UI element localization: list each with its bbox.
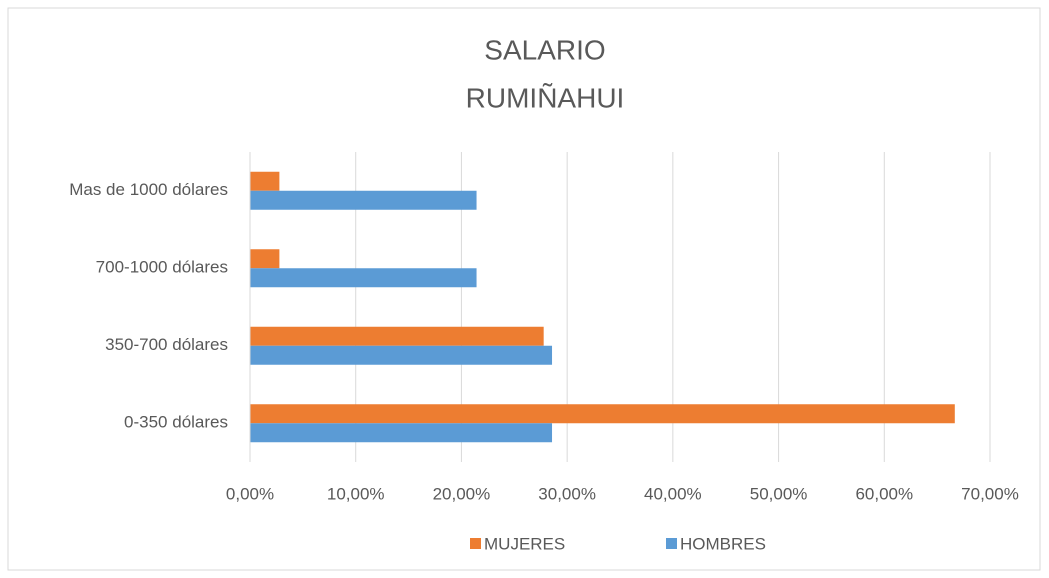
x-tick-label: 60,00% xyxy=(855,484,913,503)
y-tick-label: 0-350 dólares xyxy=(124,413,228,432)
x-tick-label: 40,00% xyxy=(644,484,702,503)
y-tick-label: 350-700 dólares xyxy=(105,335,228,354)
bar xyxy=(250,249,280,269)
chart-frame xyxy=(7,7,1041,571)
bar xyxy=(250,326,544,346)
chart-title: RUMIÑAHUI xyxy=(466,82,625,113)
legend-swatch xyxy=(470,538,481,549)
y-tick-label: Mas de 1000 dólares xyxy=(69,180,228,199)
chart-title: SALARIO xyxy=(484,34,605,65)
x-tick-label: 0,00% xyxy=(226,484,274,503)
legend-swatch xyxy=(666,538,677,549)
bar xyxy=(250,171,280,191)
legend-label: HOMBRES xyxy=(680,534,766,553)
legend-label: MUJERES xyxy=(484,534,565,553)
bar xyxy=(250,190,477,210)
x-tick-label: 10,00% xyxy=(327,484,385,503)
bar xyxy=(250,404,955,424)
x-tick-label: 20,00% xyxy=(433,484,491,503)
x-tick-label: 50,00% xyxy=(750,484,808,503)
x-tick-label: 30,00% xyxy=(538,484,596,503)
bar xyxy=(250,268,477,288)
bar xyxy=(250,423,553,443)
y-tick-label: 700-1000 dólares xyxy=(96,258,228,277)
bar xyxy=(250,345,553,365)
x-tick-label: 70,00% xyxy=(961,484,1019,503)
